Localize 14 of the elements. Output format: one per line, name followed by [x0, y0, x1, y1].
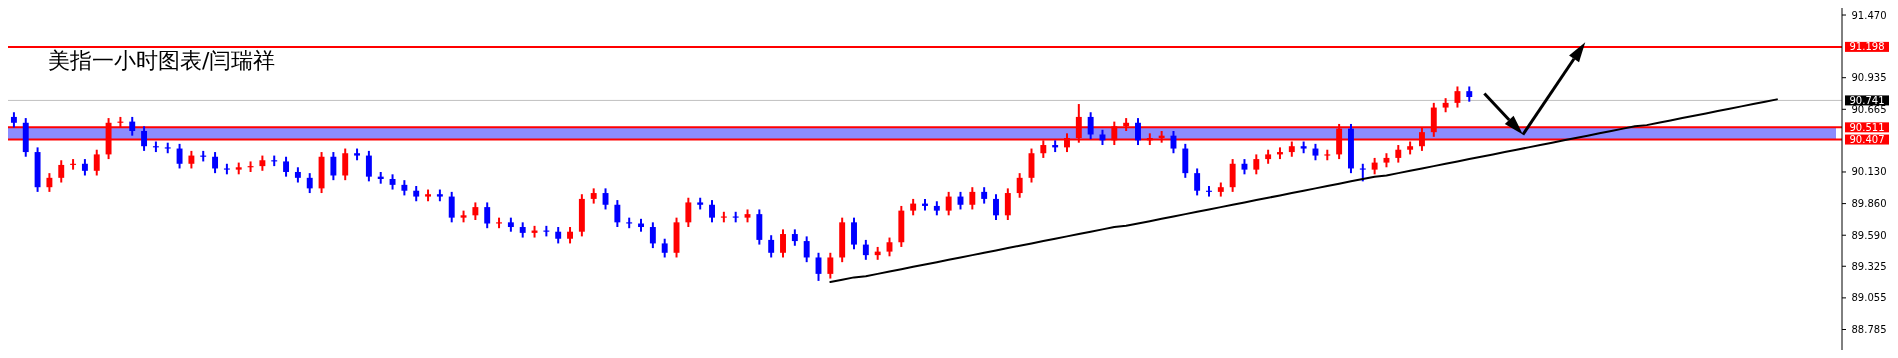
y-tick-label: 90.130: [1851, 166, 1887, 178]
y-tick-label: 89.055: [1851, 292, 1887, 304]
text: 美指一小时图表/闫瑞祥: [48, 48, 276, 73]
y-tick-label: 90.935: [1851, 72, 1887, 84]
y-tick-label: 89.590: [1851, 229, 1887, 241]
ref-line-label: 90.407: [1849, 134, 1885, 146]
y-tick-label: 91.470: [1851, 9, 1887, 21]
y-tick-label: 89.860: [1851, 198, 1887, 210]
ref-line-label: 91.198: [1849, 41, 1885, 53]
y-tick-label: 89.325: [1851, 260, 1887, 272]
ref-line-label: 90.741: [1849, 94, 1885, 106]
y-tick-label: 90.665: [1851, 103, 1887, 115]
y-tick-label: 88.785: [1851, 324, 1887, 335]
ref-line-label: 90.511: [1849, 121, 1885, 133]
